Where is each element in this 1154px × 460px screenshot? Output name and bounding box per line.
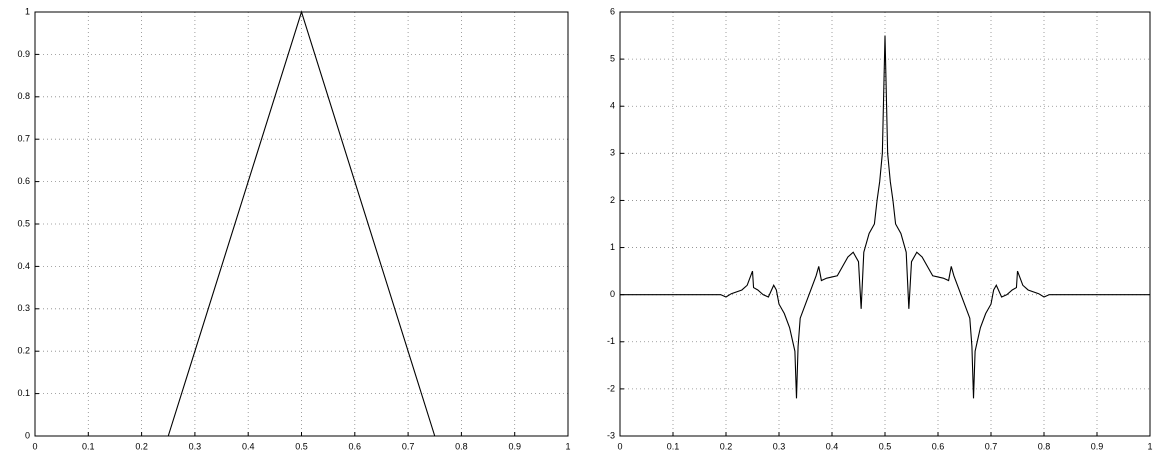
y-tick-label: 0.1 [17,388,30,398]
y-tick-label: 0.5 [17,218,30,228]
y-tick-label: 0 [25,430,30,440]
x-tick-label: 0.4 [826,441,839,451]
y-tick-label: 6 [610,6,615,16]
x-tick-label: 0.3 [773,441,786,451]
y-tick-label: 0 [610,289,615,299]
y-tick-label: 0.3 [17,303,30,313]
x-tick-label: 0.2 [135,441,148,451]
y-tick-label: 2 [610,195,615,205]
y-tick-label: 0.8 [17,91,30,101]
y-tick-label: -1 [607,336,615,346]
y-tick-label: 1 [610,242,615,252]
panel: 0 0.1 0.2 0.3 0.4 0.5 0.6 0.7 0.8 0.9 1 0 0.1 0.2 0.3 0… [17,6,570,451]
x-tick-label: 0.8 [1038,441,1051,451]
x-tick-label: 0.7 [402,441,415,451]
y-tick-label: 0.9 [17,49,30,59]
x-tick-label: 0 [617,441,622,451]
panel: 0 0.1 0.2 0.3 0.4 0.5 0.6 0.7 0.8 0.9 1 -3 -2 -1 0 1 2 3 4… [607,6,1153,451]
y-tick-label: -3 [607,430,615,440]
x-tick-label: 1 [565,441,570,451]
y-tick-label: 0.4 [17,261,30,271]
x-tick-label: 0.7 [985,441,998,451]
y-tick-label: 0.2 [17,346,30,356]
x-tick-label: 0.5 [295,441,308,451]
x-tick-label: 0.5 [879,441,892,451]
axes-frame [34,11,569,437]
y-tick-label: 3 [610,148,615,158]
y-tick-label: 4 [610,101,615,111]
x-tick-label: 0.4 [242,441,255,451]
y-tick-label: 1 [25,6,30,16]
x-tick-label: 0.1 [667,441,680,451]
y-tick-label: 5 [610,53,615,63]
axes-frame [619,11,1151,437]
x-tick-label: 0 [32,441,37,451]
x-tick-label: 0.8 [455,441,468,451]
x-tick-label: 1 [1147,441,1152,451]
x-tick-label: 0.9 [1091,441,1104,451]
x-tick-label: 0.1 [82,441,95,451]
y-tick-label: 0.6 [17,176,30,186]
x-tick-label: 0.3 [189,441,202,451]
x-tick-label: 0.6 [932,441,945,451]
data-line [620,35,1150,399]
y-tick-label: 0.7 [17,134,30,144]
x-tick-label: 0.6 [349,441,362,451]
y-tick-label: -2 [607,383,615,393]
x-tick-label: 0.2 [720,441,733,451]
x-tick-label: 0.9 [508,441,521,451]
